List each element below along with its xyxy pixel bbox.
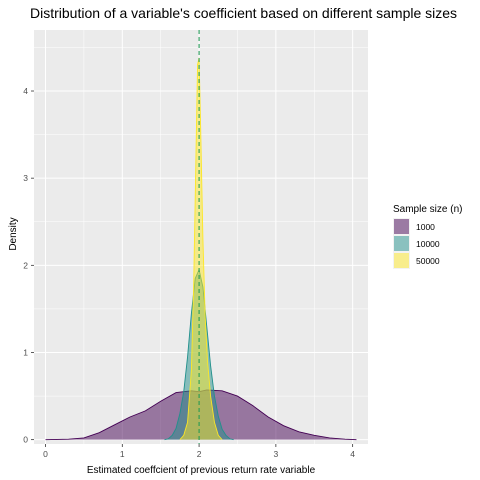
x-axis-ticks: 0 1 2 3 4 — [43, 444, 355, 459]
y-tick-label: 2 — [23, 260, 28, 270]
chart-title: Distribution of a variable's coefficient… — [30, 5, 457, 21]
y-axis-title: Density — [8, 217, 19, 250]
legend-label-10000: 10000 — [416, 239, 440, 249]
x-tick-label: 0 — [43, 449, 48, 459]
x-tick-label: 4 — [350, 449, 355, 459]
legend-title: Sample size (n) — [393, 204, 462, 215]
legend-key-50000 — [394, 253, 409, 268]
y-axis-ticks: 0 1 2 3 4 — [23, 86, 34, 445]
y-tick-label: 1 — [23, 347, 28, 357]
legend-key-1000 — [394, 219, 409, 234]
legend-label-50000: 50000 — [416, 256, 440, 266]
y-tick-label: 3 — [23, 173, 28, 183]
x-tick-label: 3 — [273, 449, 278, 459]
legend-key-10000 — [394, 236, 409, 251]
legend-label-1000: 1000 — [416, 222, 435, 232]
x-tick-label: 2 — [197, 449, 202, 459]
y-tick-label: 4 — [23, 86, 28, 96]
legend: Sample size (n) 1000 10000 50000 — [393, 204, 462, 269]
x-axis-title: Estimated coeffcient of previous return … — [87, 465, 316, 476]
x-tick-label: 1 — [120, 449, 125, 459]
y-tick-label: 0 — [23, 435, 28, 445]
